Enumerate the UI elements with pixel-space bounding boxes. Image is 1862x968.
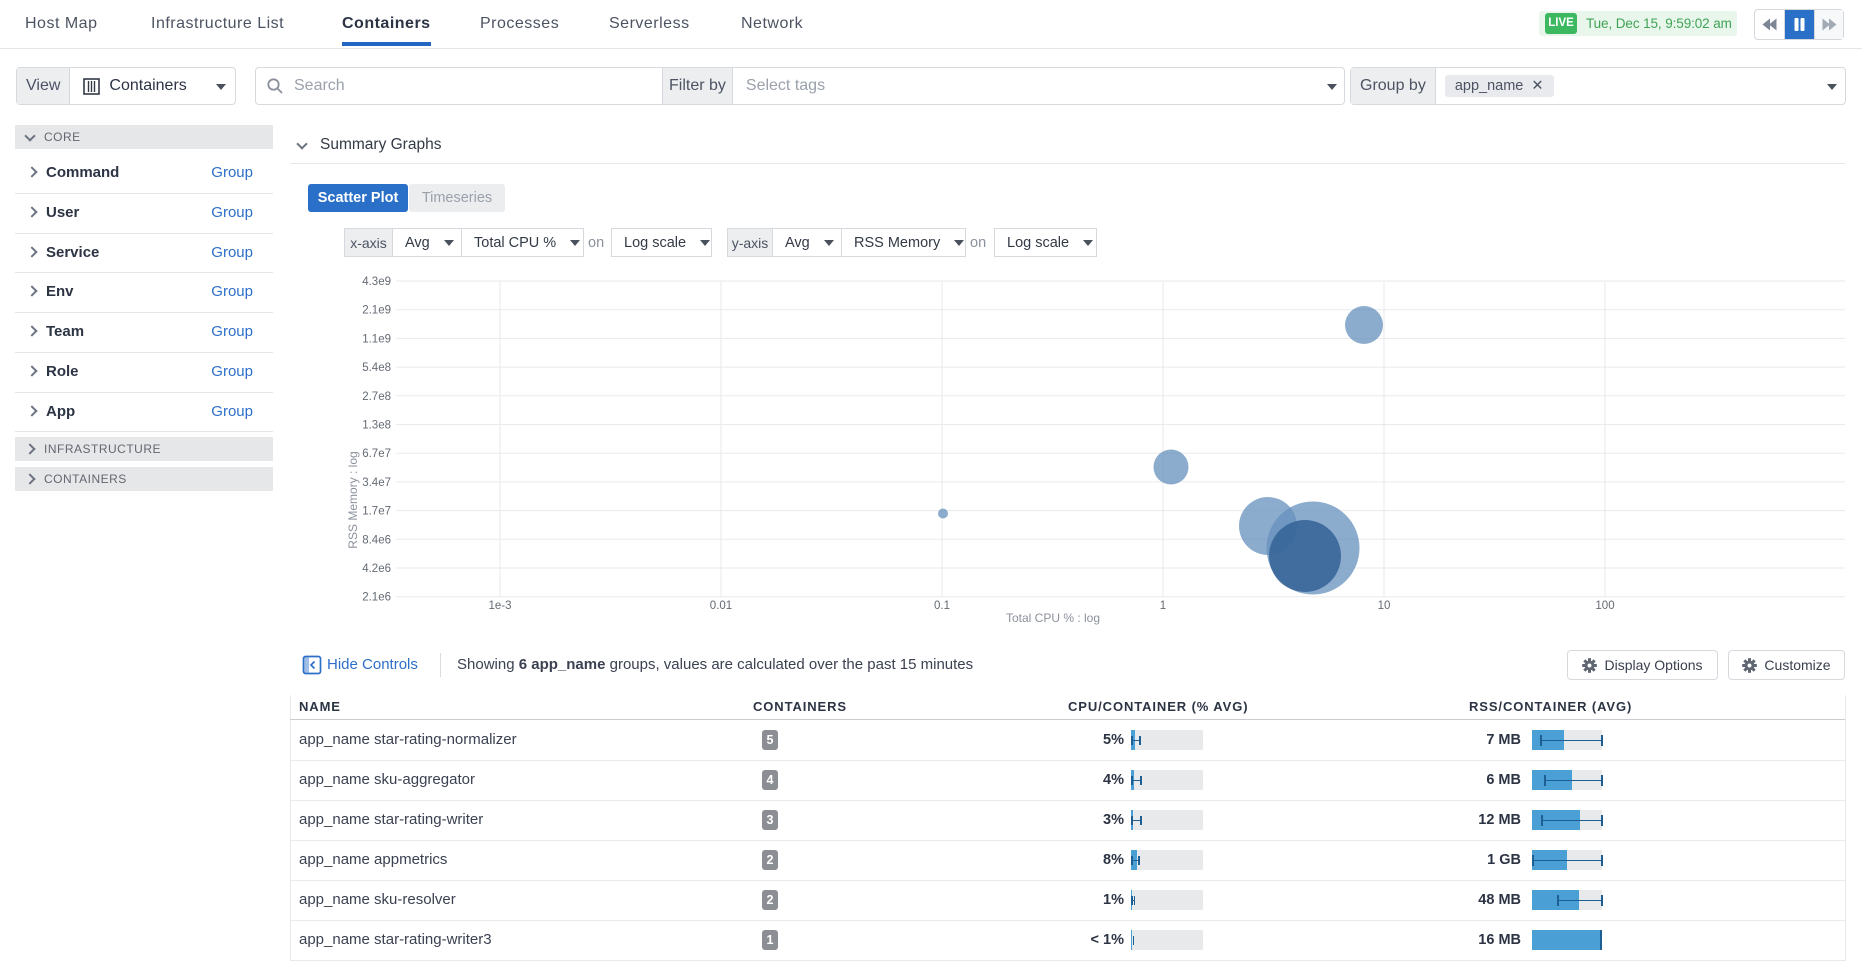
svg-text:1.7e7: 1.7e7 <box>362 506 391 518</box>
svg-text:1.1e9: 1.1e9 <box>362 333 391 345</box>
svg-text:1: 1 <box>1160 600 1166 612</box>
svg-text:6.7e7: 6.7e7 <box>362 448 391 460</box>
svg-text:100: 100 <box>1595 600 1614 612</box>
svg-text:0.01: 0.01 <box>710 600 732 612</box>
svg-text:2.7e8: 2.7e8 <box>362 391 391 403</box>
svg-text:5.4e8: 5.4e8 <box>362 362 391 374</box>
svg-text:4.2e6: 4.2e6 <box>362 563 391 575</box>
svg-text:8.4e6: 8.4e6 <box>362 534 391 546</box>
svg-text:1.3e8: 1.3e8 <box>362 420 391 432</box>
svg-text:3.4e7: 3.4e7 <box>362 477 391 489</box>
svg-text:4.3e9: 4.3e9 <box>362 276 391 288</box>
svg-text:RSS Memory : log: RSS Memory : log <box>346 451 360 548</box>
svg-text:10: 10 <box>1378 600 1391 612</box>
svg-text:2.1e9: 2.1e9 <box>362 305 391 317</box>
svg-text:0.1: 0.1 <box>934 600 950 612</box>
svg-text:2.1e6: 2.1e6 <box>362 592 391 604</box>
svg-text:Total CPU % : log: Total CPU % : log <box>1006 611 1100 625</box>
svg-text:1e-3: 1e-3 <box>488 600 511 612</box>
